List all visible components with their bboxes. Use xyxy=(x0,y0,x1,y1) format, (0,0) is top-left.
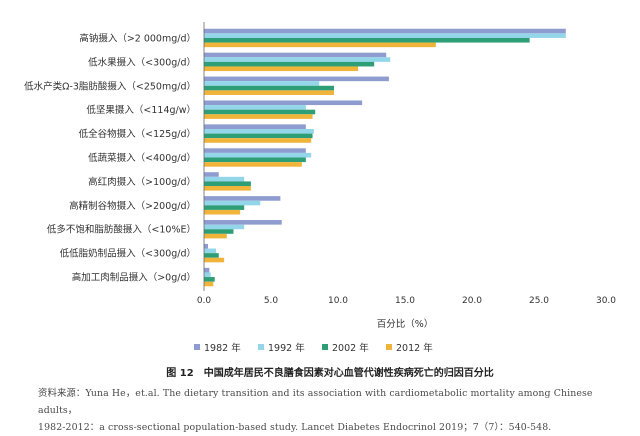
bar xyxy=(204,224,245,230)
bar-chart: 高钠摄入（>2 000mg/d） 低水果摄入（<300g/d） 低水产类Ω-3脂肪酸… xyxy=(24,22,616,379)
bar xyxy=(204,243,209,249)
x-tick-label: 20.0 xyxy=(462,296,482,306)
bar xyxy=(204,100,363,106)
bar xyxy=(204,28,566,34)
x-tick-label: 10.0 xyxy=(328,296,348,306)
bar xyxy=(204,267,210,273)
bar xyxy=(204,37,530,43)
bar xyxy=(204,248,217,254)
bar xyxy=(204,85,334,91)
bar xyxy=(204,52,387,58)
source-line-1: 资料来源：Yuna He，et.al. The dietary transiti… xyxy=(38,388,596,416)
bar xyxy=(204,114,313,119)
figure-caption: 图 12 中国成年居民不良膳食因素对心血管代谢性疾病死亡的归因百分比 xyxy=(166,366,493,379)
x-tick-label: 25.0 xyxy=(529,296,549,306)
legend-swatch xyxy=(258,344,264,350)
legend: 1982 年 1992 年 2002 年 2012 年 xyxy=(194,342,433,354)
bar xyxy=(204,176,245,182)
category-labels: 高钠摄入（>2 000mg/d） 低水果摄入（<300g/d） 低水产类Ω-3脂肪酸… xyxy=(24,32,196,283)
bar xyxy=(204,209,241,215)
x-tick-label: 30.0 xyxy=(596,296,616,306)
category-label: 低多不饱和脂肪酸摄入（<10%E） xyxy=(47,224,196,236)
bar xyxy=(204,133,313,139)
legend-swatch xyxy=(386,344,392,350)
category-label: 低水果摄入（<300g/d） xyxy=(88,56,196,68)
category-label: 低蔬菜摄入（<400g/d） xyxy=(88,152,196,164)
bar xyxy=(204,253,219,258)
bar xyxy=(204,57,391,62)
bar xyxy=(204,205,245,210)
bar xyxy=(204,181,251,187)
bar xyxy=(204,76,389,82)
category-label: 高红肉摄入（>100g/d） xyxy=(88,176,196,188)
category-label: 高精制谷物摄入（>200g/d） xyxy=(69,200,196,212)
bar xyxy=(204,257,225,263)
bar xyxy=(204,61,375,67)
bars-group xyxy=(204,28,566,287)
category-label: 低坚果摄入（<114g/w） xyxy=(86,104,196,116)
category-label: 高钠摄入（>2 000mg/d） xyxy=(79,32,196,44)
legend-label: 1992 年 xyxy=(268,342,305,354)
source-line-2: 1982-2012：a cross-sectional population-b… xyxy=(38,422,552,433)
bar xyxy=(204,186,251,191)
legend-label: 2012 年 xyxy=(396,342,433,354)
bar xyxy=(204,196,281,201)
bar xyxy=(204,148,306,153)
bar xyxy=(204,124,306,129)
x-axis: 0.0 5.0 10.0 15.0 20.0 25.0 30.0 xyxy=(197,22,616,306)
category-label: 低低脂奶制品摄入（<300g/d） xyxy=(60,248,196,260)
bar xyxy=(204,109,316,115)
bar xyxy=(204,220,282,225)
bar xyxy=(204,172,219,177)
bar xyxy=(204,105,306,110)
x-axis-label: 百分比（%） xyxy=(377,318,434,330)
x-tick-label: 15.0 xyxy=(395,296,415,306)
source-note: 资料来源：Yuna He，et.al. The dietary transiti… xyxy=(38,385,628,436)
category-label: 低全谷物摄入（<125g/d） xyxy=(79,128,196,140)
bar xyxy=(204,272,211,278)
bar xyxy=(204,157,306,163)
bar xyxy=(204,162,302,167)
legend-label: 2002 年 xyxy=(332,342,369,354)
legend-label: 1982 年 xyxy=(204,342,241,354)
legend-swatch xyxy=(194,344,200,350)
legend-swatch xyxy=(322,344,328,350)
bar xyxy=(204,138,312,143)
bar xyxy=(204,33,566,38)
bar xyxy=(204,200,261,206)
bar xyxy=(204,42,436,48)
category-label: 低水产类Ω-3脂肪酸摄入（<250mg/d） xyxy=(24,80,196,92)
category-label: 高加工肉制品摄入（>0g/d） xyxy=(72,272,196,284)
bar xyxy=(204,90,334,95)
bar xyxy=(204,152,312,158)
bar xyxy=(204,281,214,287)
x-tick-label: 5.0 xyxy=(264,296,279,306)
bar xyxy=(204,277,215,282)
bar xyxy=(204,233,227,239)
x-tick-label: 0.0 xyxy=(197,296,212,306)
bar xyxy=(204,128,314,134)
bar xyxy=(204,229,234,234)
bar xyxy=(204,81,320,86)
bar xyxy=(204,66,359,72)
